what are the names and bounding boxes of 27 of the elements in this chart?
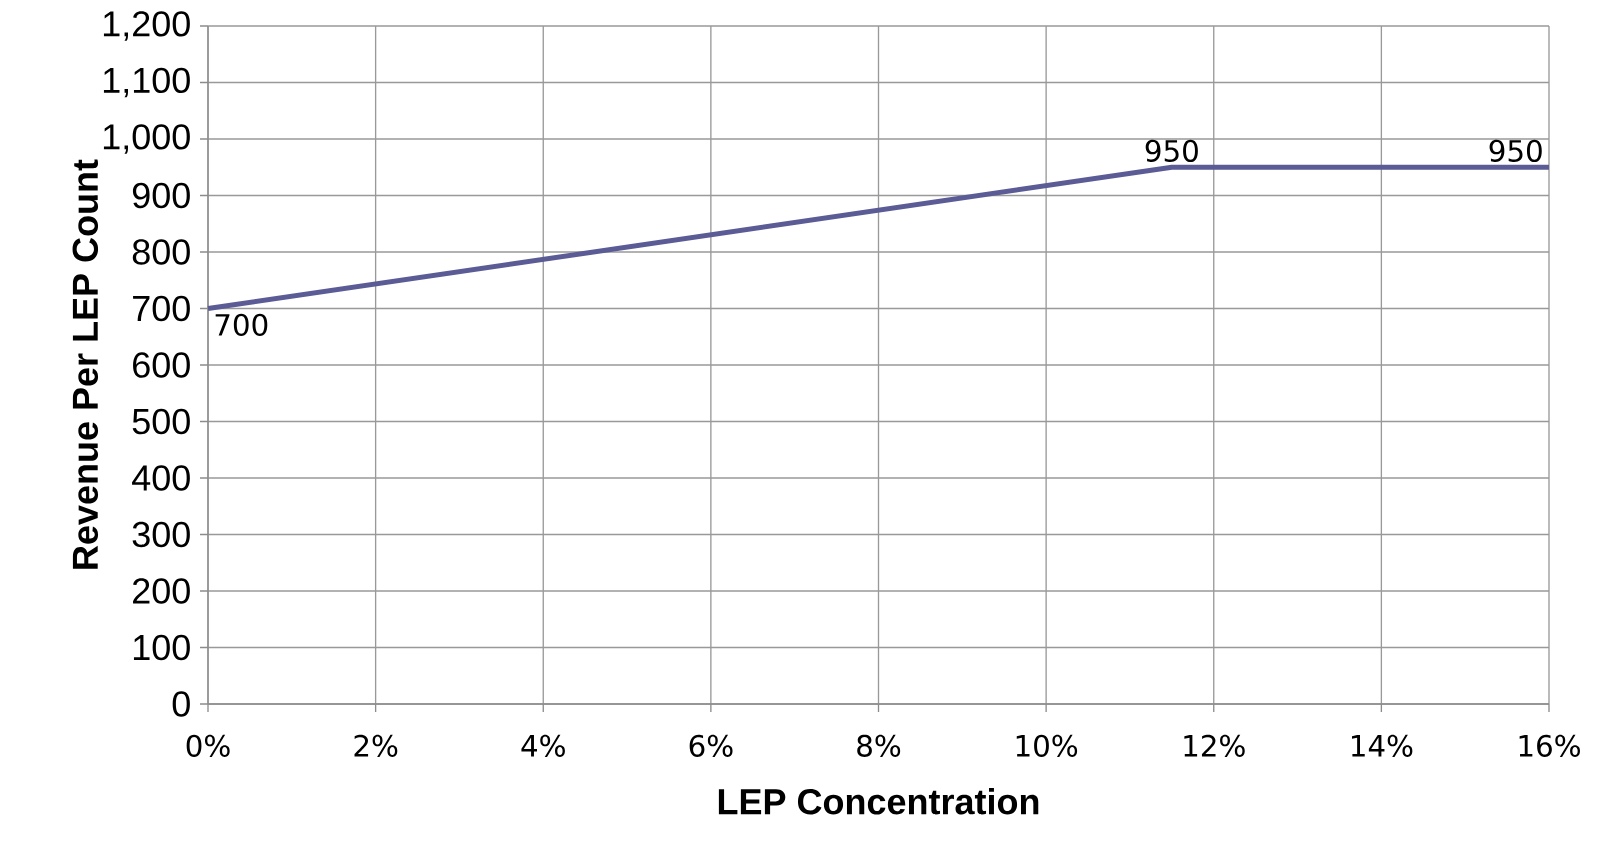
x-axis-title: LEP Concentration	[718, 788, 1039, 815]
y-axis-title: Revenue Per LEP Count	[72, 159, 99, 569]
data-label: 950	[1145, 139, 1198, 162]
y-tick-label: 700	[133, 295, 190, 322]
y-tick-label: 900	[132, 182, 190, 209]
x-tick-label: 4%	[521, 734, 565, 757]
y-tick-label: 1,200	[103, 11, 190, 41]
x-tick-label: 8%	[857, 734, 901, 757]
y-tick-label: 500	[132, 408, 190, 435]
y-tick-label: 1,100	[103, 67, 190, 98]
y-tick-label: 600	[133, 352, 190, 378]
x-tick-label: 14%	[1351, 734, 1413, 757]
data-label: 950	[1489, 139, 1542, 162]
y-tick-label: 100	[133, 634, 190, 661]
y-tick-label: 400	[132, 465, 190, 491]
x-tick-label: 12%	[1184, 734, 1245, 757]
x-tick-label: 10%	[1016, 734, 1078, 757]
y-tick-label: 1,000	[103, 124, 190, 154]
x-tick-label: 6%	[689, 734, 733, 757]
y-tick-label: 300	[132, 521, 190, 548]
y-tick-label: 200	[133, 578, 190, 604]
y-tick-label: 800	[132, 239, 190, 265]
y-tick-label: 0	[172, 691, 190, 717]
x-tick-label: 2%	[354, 734, 398, 757]
data-label: 700	[215, 313, 268, 336]
x-tick-label: 0%	[186, 734, 230, 757]
x-tick-label: 16%	[1519, 734, 1580, 757]
